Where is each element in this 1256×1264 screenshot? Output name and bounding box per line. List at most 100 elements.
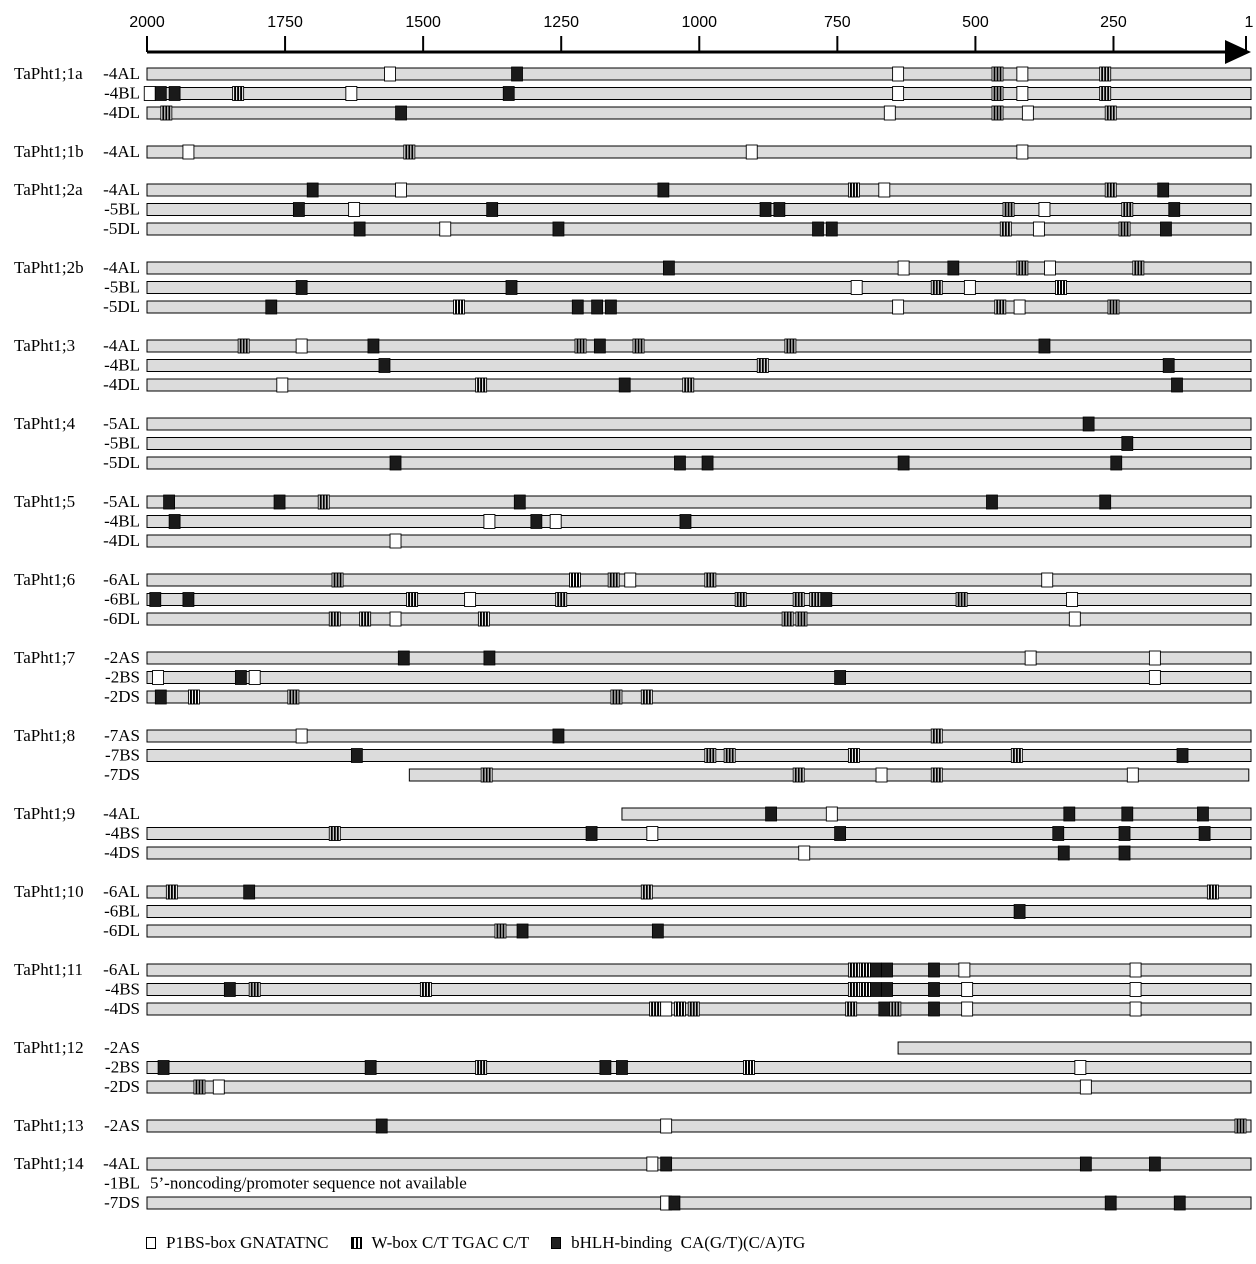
p1bs-box-mark: [1024, 650, 1037, 666]
w-box-mark: [193, 1079, 206, 1095]
axis-tick-label: 1250: [543, 14, 579, 31]
bhlh-binding-mark: [1052, 826, 1065, 841]
gene-name-label: TaPht1;7: [14, 648, 76, 667]
bhlh-binding-mark: [605, 299, 617, 315]
p1bs-box-mark: [276, 377, 289, 393]
promoter-bar: [146, 1196, 1252, 1210]
bhlh-binding-mark: [881, 982, 893, 997]
p1bs-box-mark: [348, 202, 361, 217]
gene-group: TaPht1;12 -2AS-2BS-2DS: [14, 1038, 1252, 1096]
axis-tick-label: 2000: [129, 14, 165, 31]
bhlh-binding-mark: [511, 66, 523, 82]
bhlh-binding-mark: [1082, 416, 1095, 432]
w-box-mark: [610, 689, 623, 705]
w-box-mark: [475, 377, 488, 393]
bhlh-binding-mark: [759, 202, 772, 217]
row-label: -2BS: [105, 1058, 140, 1077]
w-box-mark: [165, 884, 178, 900]
w-box-mark: [847, 982, 860, 997]
p1bs-box-mark: [1016, 144, 1029, 160]
w-box-mark: [704, 572, 717, 588]
row-label: -4BS: [105, 824, 140, 843]
bhlh-binding-mark: [154, 86, 167, 101]
promoter-bar: [146, 222, 1252, 236]
p1bs-box-mark: [798, 845, 811, 861]
promoter-bar: [146, 827, 1252, 840]
gene-name-label: TaPht1;1a: [14, 64, 83, 83]
bhlh-binding-mark: [1121, 806, 1134, 822]
w-box-mark: [756, 358, 769, 373]
p1bs-box-mark: [825, 806, 838, 822]
bhlh-binding-mark: [292, 202, 305, 217]
bhlh-binding-mark: [765, 806, 777, 822]
position-axis: 2000 1750 1500 1250 1000 750 500 250 1: [129, 14, 1254, 64]
bhlh-binding-mark: [1149, 1156, 1161, 1172]
legend-wbox: W-box C/T TGAC C/T: [350, 1233, 529, 1253]
bhlh-binding-mark: [1160, 221, 1172, 237]
axis-arrow-icon: [1225, 40, 1251, 64]
w-box-mark: [160, 105, 173, 121]
promoter-bar: [146, 1157, 1252, 1171]
w-box-mark: [1010, 748, 1023, 763]
bhlh-binding-mark: [397, 650, 410, 666]
w-box-mark: [847, 748, 860, 763]
gene-name-label: TaPht1;11: [14, 960, 83, 979]
bhlh-binding-mark: [1121, 436, 1134, 451]
w-box-mark: [477, 611, 490, 627]
p1bs-box-mark: [1079, 1079, 1092, 1095]
w-box-mark: [287, 689, 300, 705]
p1bs-box-mark: [660, 1001, 673, 1017]
bhlh-binding-mark: [223, 982, 236, 997]
row-label: -2DS: [104, 687, 140, 706]
bhlh-binding-mark: [367, 338, 380, 354]
gene-name-label: TaPht1;6: [14, 570, 75, 589]
promoter-bar: [146, 261, 1252, 275]
p1bs-box-mark: [745, 144, 758, 160]
w-box-mark: [406, 592, 419, 607]
p1bs-box-mark: [878, 182, 891, 198]
promoter-bar: [146, 437, 1252, 450]
row-label: -5DL: [103, 297, 140, 316]
p1bs-box-mark: [1074, 1060, 1087, 1075]
promoter-bar: [146, 456, 1252, 470]
gene-name-label: TaPht1;9: [14, 804, 75, 823]
bhlh-binding-mark: [674, 455, 686, 471]
row-label: -7AS: [104, 726, 140, 745]
p1bs-box-mark: [483, 514, 496, 529]
p1bs-box-mark: [395, 182, 407, 198]
p1bs-box-mark: [963, 280, 976, 295]
p1bs-box-mark: [961, 982, 974, 997]
bhlh-binding-mark: [825, 221, 838, 237]
row-label: -6AL: [103, 882, 140, 901]
axis-tick-label: 250: [1100, 14, 1127, 31]
w-box-mark: [569, 572, 581, 588]
row-label: -6DL: [103, 921, 140, 940]
p1bs-box-mark: [152, 670, 164, 685]
p1bs-box-mark: [624, 572, 637, 588]
p1bs-box-mark: [1129, 1001, 1142, 1017]
promoter-bar: [146, 983, 1252, 996]
p1bs-box-mark: [1016, 86, 1029, 101]
bhlh-binding-mark: [350, 748, 363, 763]
row-label: -2AS: [104, 648, 140, 667]
legend-p1bs-label: P1BS-box GNATATNC: [166, 1233, 329, 1252]
bhlh-binding-mark: [389, 455, 402, 471]
p1bs-box-mark: [1038, 202, 1051, 217]
bhlh-binding-mark: [585, 826, 598, 841]
row-label: -4DS: [104, 999, 140, 1018]
promoter-bar: [621, 807, 1252, 821]
bhlh-binding-mark: [870, 962, 882, 978]
w-box-mark: [991, 66, 1004, 82]
bhlh-binding-mark: [273, 494, 286, 510]
promoter-bar: [146, 339, 1252, 353]
w-box-mark: [403, 144, 416, 160]
gene-group: TaPht1;4 -5AL-5BL-5DL: [14, 414, 1252, 472]
gene-name-label: TaPht1;2a: [14, 180, 83, 199]
row-label: -4AL: [103, 804, 140, 823]
bhlh-binding-mark: [1197, 806, 1209, 822]
promoter-bar: [146, 203, 1252, 216]
w-box-mark: [317, 494, 330, 510]
w-box-mark: [723, 748, 736, 763]
p1bs-box-mark: [1044, 260, 1056, 276]
w-box-mark: [640, 884, 653, 900]
